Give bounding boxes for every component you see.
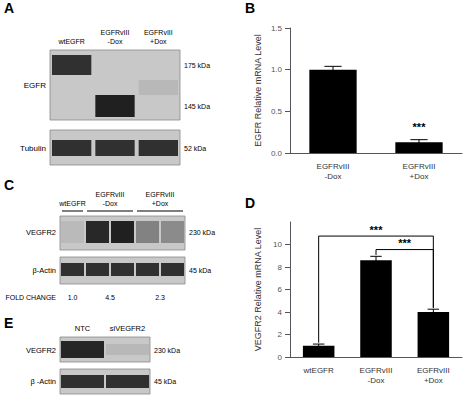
svg-text:1.0: 1.0 — [271, 65, 283, 74]
svg-text:FOLD CHANGE: FOLD CHANGE — [5, 294, 56, 301]
svg-text:EGFR Relative mRNA Level: EGFR Relative mRNA Level — [253, 34, 263, 147]
svg-text:EGFR: EGFR — [24, 81, 46, 90]
svg-text:VEGFR2: VEGFR2 — [26, 228, 56, 237]
svg-text:EGFRvIII: EGFRvIII — [146, 191, 175, 198]
svg-text:230 kDa: 230 kDa — [154, 347, 180, 354]
svg-text:+Dox: +Dox — [152, 200, 169, 207]
svg-text:2.3: 2.3 — [155, 294, 165, 301]
svg-text:EGFRvIII: EGFRvIII — [317, 162, 350, 171]
svg-text:45 kDa: 45 kDa — [154, 378, 176, 385]
svg-text:+Dox: +Dox — [150, 38, 167, 45]
svg-text:45 kDa: 45 kDa — [189, 267, 211, 274]
svg-text:***: *** — [398, 237, 412, 249]
svg-text:-Dox: -Dox — [103, 200, 118, 207]
svg-text:-Dox: -Dox — [108, 38, 123, 45]
svg-text:E: E — [4, 315, 13, 331]
svg-text:0: 0 — [278, 353, 283, 362]
svg-text:VEGFR2: VEGFR2 — [26, 346, 56, 355]
svg-text:EGFRvIII: EGFRvIII — [417, 366, 450, 375]
svg-text:4: 4 — [278, 308, 283, 317]
svg-text:EGFRvIII: EGFRvIII — [144, 29, 173, 36]
svg-text:+Dox: +Dox — [410, 172, 429, 181]
svg-text:52 kDa: 52 kDa — [184, 145, 206, 152]
svg-text:D: D — [245, 195, 255, 211]
svg-text:145 kDa: 145 kDa — [184, 103, 210, 110]
svg-text:230 kDa: 230 kDa — [189, 229, 215, 236]
svg-text:wtEGFR: wtEGFR — [57, 38, 84, 45]
svg-text:+Dox: +Dox — [424, 376, 443, 385]
svg-text:-Dox: -Dox — [368, 376, 385, 385]
svg-text:NTC: NTC — [75, 324, 91, 333]
svg-text:EGFRvIII: EGFRvIII — [101, 29, 130, 36]
svg-text:2: 2 — [278, 330, 283, 339]
svg-text:***: *** — [413, 121, 427, 133]
svg-text:***: *** — [370, 224, 384, 236]
svg-text:-Dox: -Dox — [325, 172, 342, 181]
svg-text:EGFRvIII: EGFRvIII — [360, 366, 393, 375]
svg-text:EGFRvIII: EGFRvIII — [403, 162, 436, 171]
svg-text:β -Actin: β -Actin — [30, 377, 56, 386]
svg-text:VEGFR2 Relative mRNA Level: VEGFR2 Relative mRNA Level — [253, 228, 263, 352]
svg-text:C: C — [4, 177, 14, 193]
svg-text:4.5: 4.5 — [105, 294, 115, 301]
svg-text:A: A — [4, 0, 14, 16]
svg-text:Tubulin: Tubulin — [20, 144, 46, 153]
svg-text:β-Actin: β-Actin — [33, 266, 57, 275]
svg-text:wtEGFR: wtEGFR — [303, 366, 334, 375]
svg-text:6: 6 — [278, 285, 283, 294]
svg-text:1.5: 1.5 — [271, 24, 283, 33]
svg-text:10: 10 — [273, 240, 282, 249]
svg-text:0.0: 0.0 — [271, 149, 283, 158]
svg-text:1.0: 1.0 — [68, 294, 78, 301]
svg-text:B: B — [245, 0, 255, 16]
svg-text:8: 8 — [278, 263, 283, 272]
svg-text:0.5: 0.5 — [271, 107, 283, 116]
svg-text:wtEGFR: wtEGFR — [58, 200, 85, 207]
svg-text:siVEGFR2: siVEGFR2 — [110, 324, 145, 333]
svg-text:EGFRvIII: EGFRvIII — [96, 191, 125, 198]
svg-text:175 kDa: 175 kDa — [184, 62, 210, 69]
